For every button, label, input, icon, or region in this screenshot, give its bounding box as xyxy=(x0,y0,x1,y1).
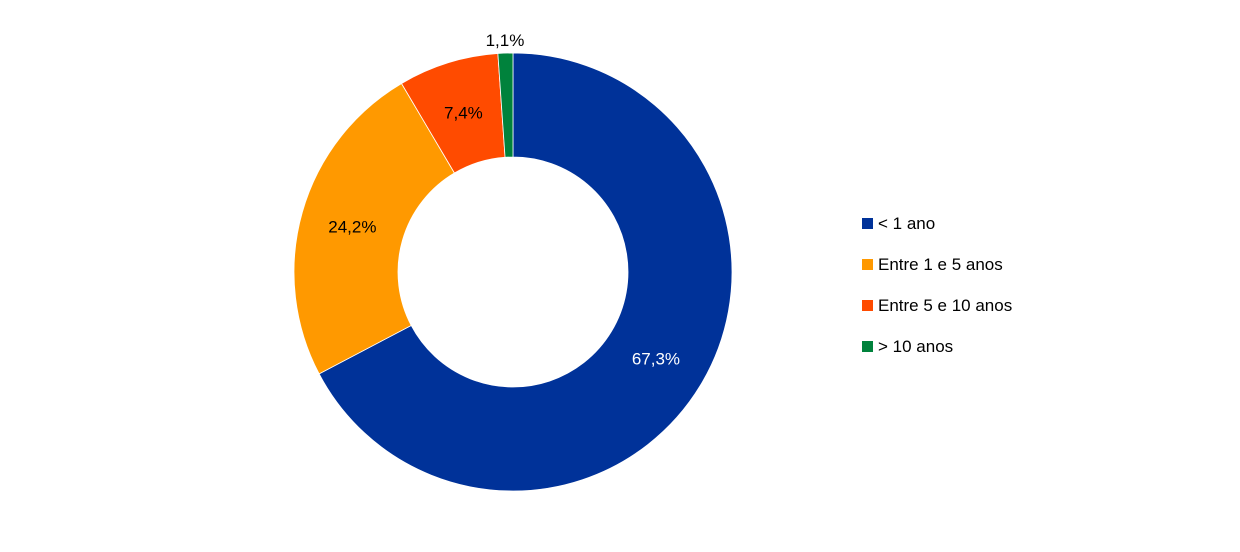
legend: < 1 ano Entre 1 e 5 anos Entre 5 e 10 an… xyxy=(862,203,1012,367)
legend-swatch xyxy=(862,341,873,352)
legend-label: Entre 5 e 10 anos xyxy=(878,295,1013,315)
legend-item: Entre 1 e 5 anos xyxy=(862,244,1012,285)
legend-swatch xyxy=(862,259,873,270)
legend-item: > 10 anos xyxy=(862,326,1012,367)
donut-slice xyxy=(318,52,733,492)
legend-item: Entre 5 e 10 anos xyxy=(862,285,1012,326)
donut-slice xyxy=(497,52,514,158)
donut-slice xyxy=(293,82,456,375)
legend-label: Entre 1 e 5 anos xyxy=(878,254,1003,274)
data-label: 24,2% xyxy=(328,217,376,236)
data-label: 1,1% xyxy=(486,31,525,50)
data-label: 67,3% xyxy=(632,349,680,368)
legend-label: > 10 anos xyxy=(878,336,954,356)
data-label: 7,4% xyxy=(444,104,483,123)
legend-label: < 1 ano xyxy=(878,213,936,233)
legend-swatch xyxy=(862,300,873,311)
legend-item: < 1 ano xyxy=(862,203,1012,244)
legend-swatch xyxy=(862,218,873,229)
